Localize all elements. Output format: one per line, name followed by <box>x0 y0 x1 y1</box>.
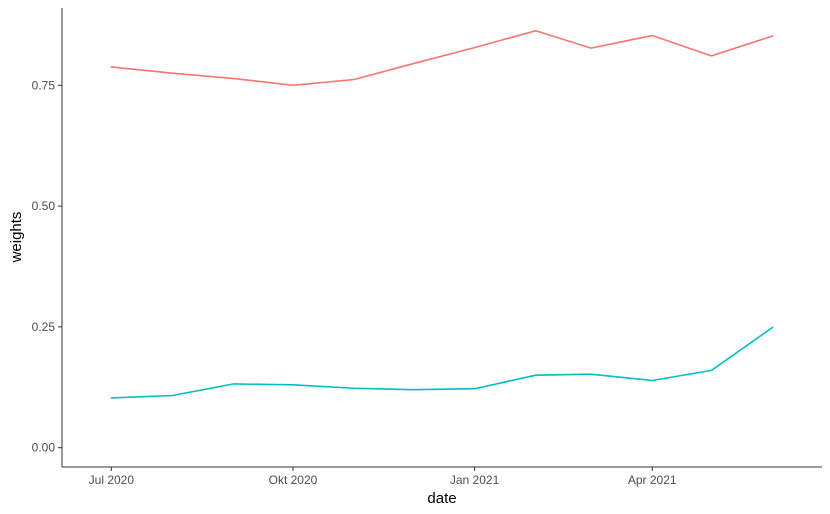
y-tick-label: 0.75 <box>32 78 56 92</box>
y-tick-label: 0.25 <box>32 320 56 334</box>
x-tick-label: Apr 2021 <box>628 473 677 487</box>
y-axis-ticks: 0.00 0.25 0.50 0.75 <box>32 78 62 455</box>
series-line-1 <box>110 29 774 87</box>
x-axis-title: date <box>427 490 456 507</box>
series-layer <box>110 29 774 399</box>
x-axis-ticks: Jul 2020 Okt 2020 Jan 2021 Apr 2021 <box>89 467 677 487</box>
x-tick-label: Jan 2021 <box>450 473 500 487</box>
y-tick-label: 0.50 <box>32 199 56 213</box>
x-tick-label: Okt 2020 <box>269 473 318 487</box>
series-line-2 <box>110 326 774 399</box>
y-axis-title: weights <box>8 212 25 264</box>
y-tick-label: 0.00 <box>32 441 56 455</box>
x-tick-label: Jul 2020 <box>89 473 135 487</box>
